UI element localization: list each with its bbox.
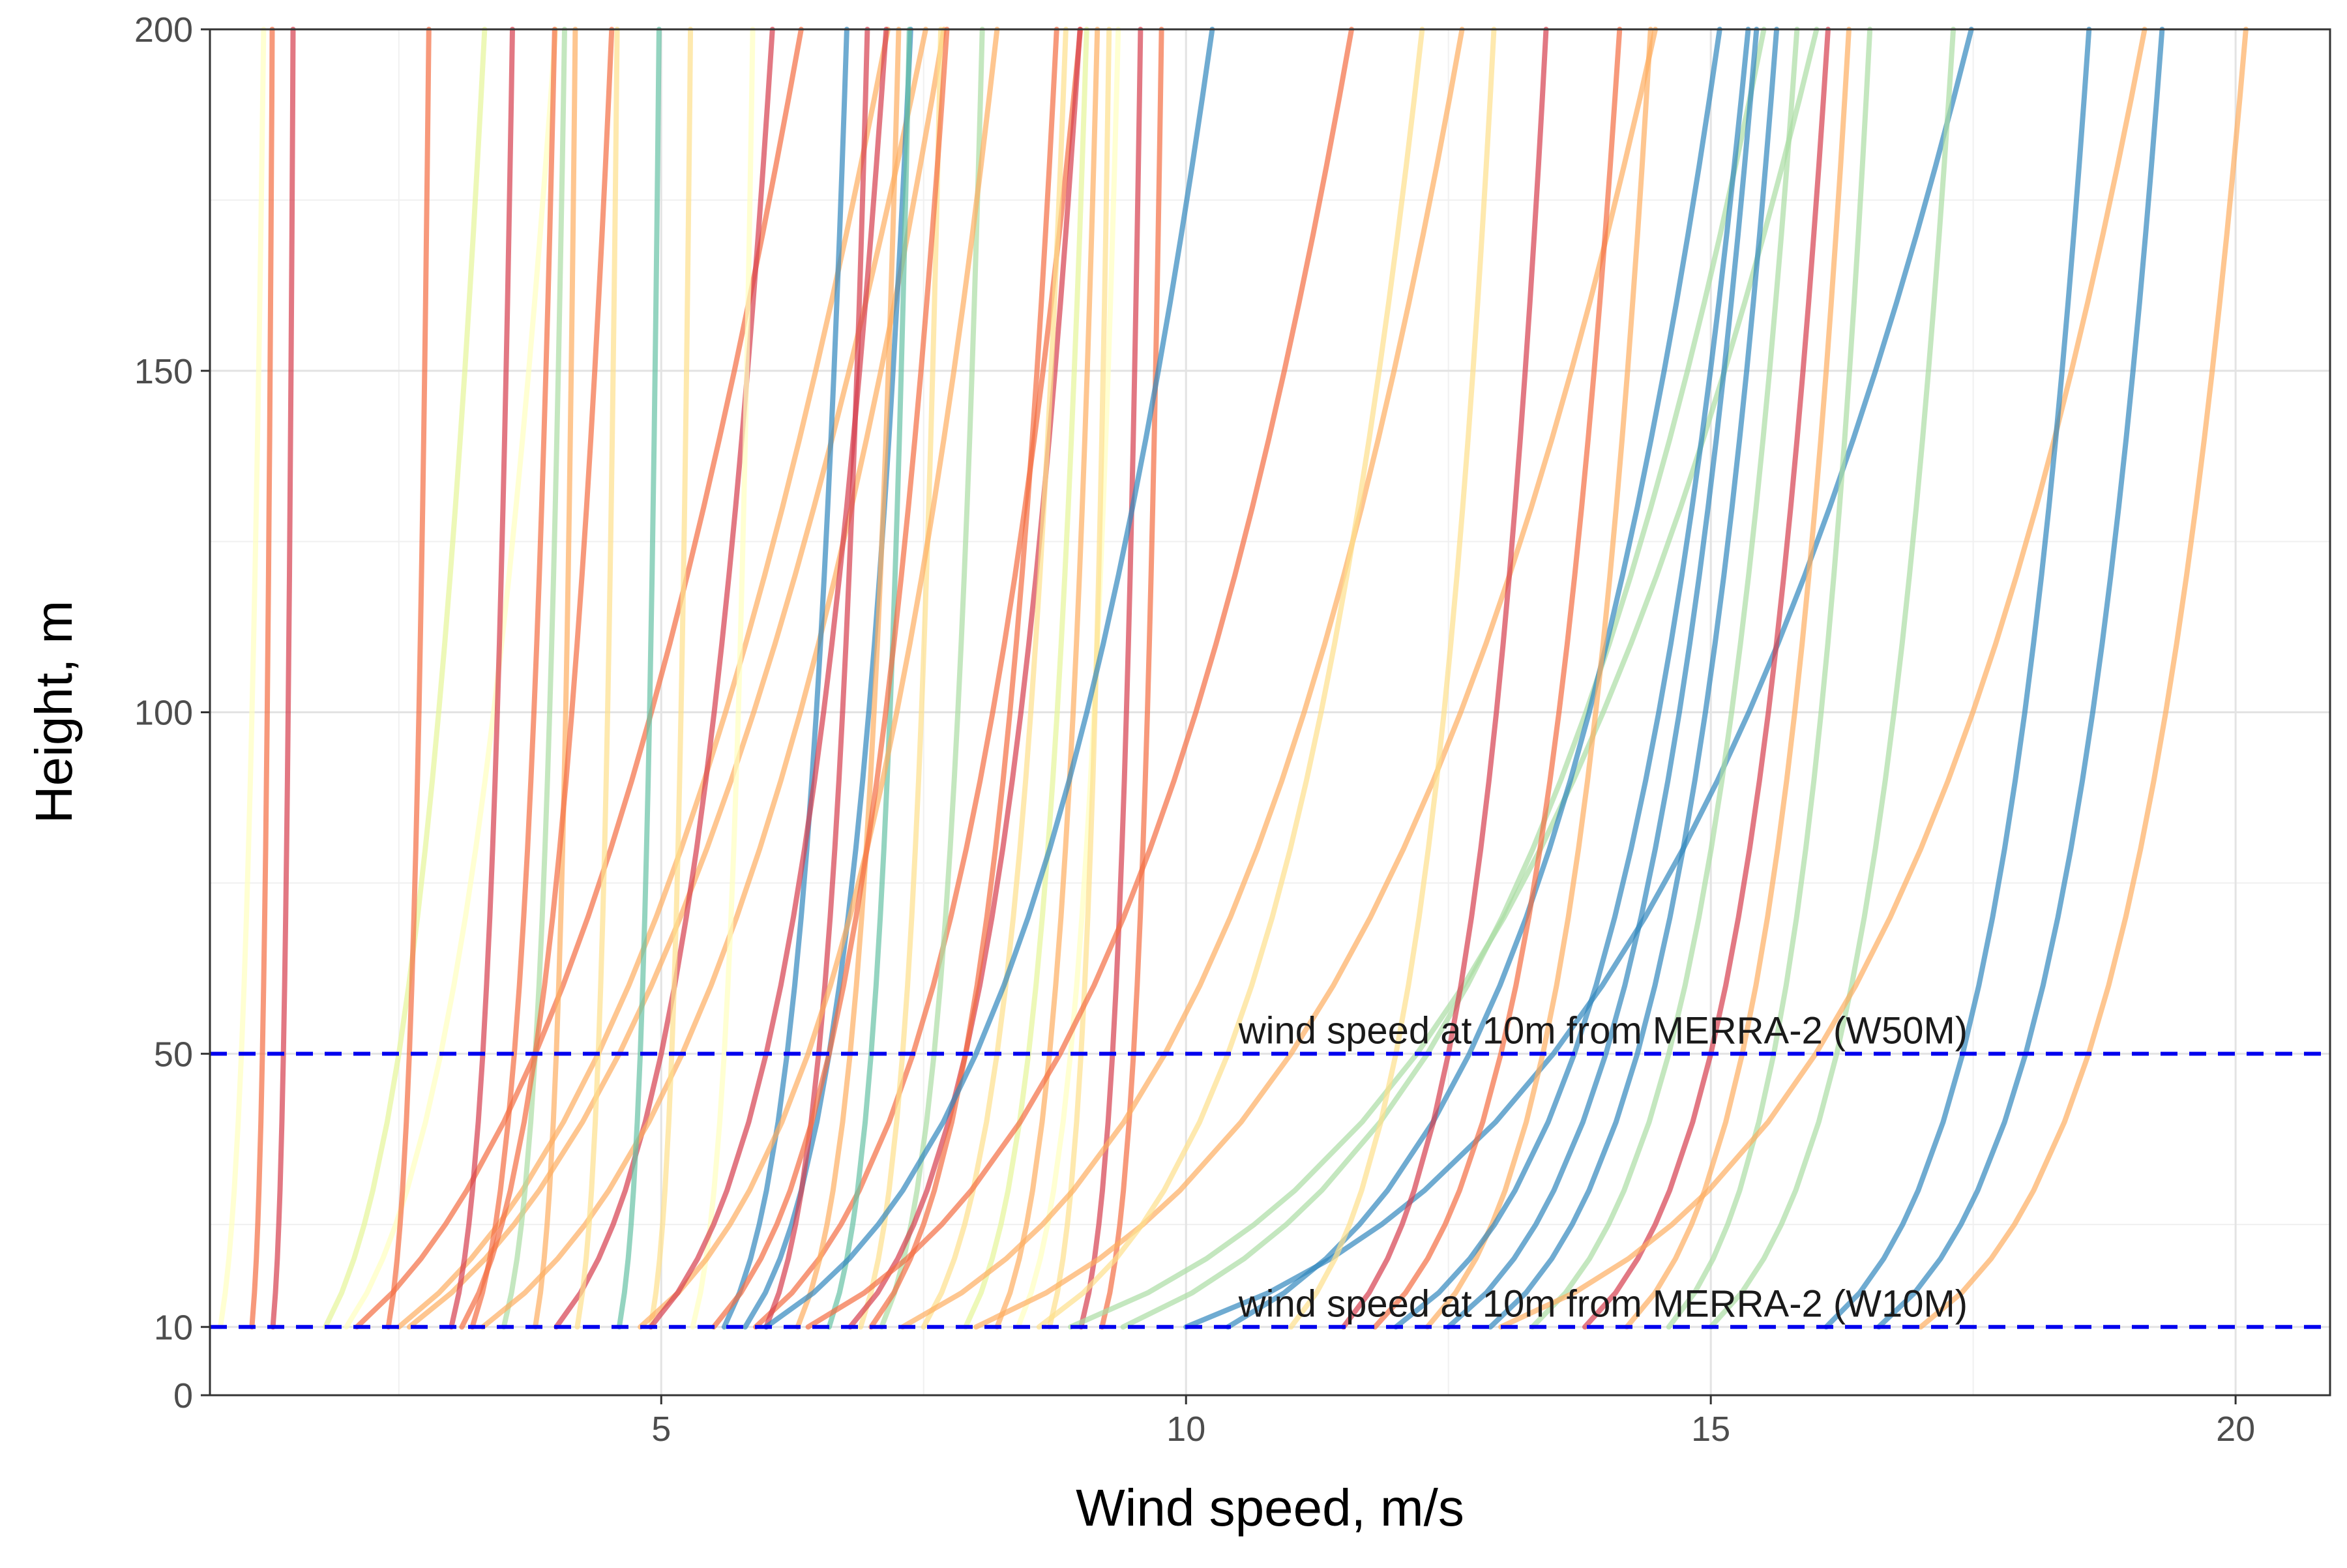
- series-line-p62: [1498, 27, 2148, 1330]
- series-line-p43: [900, 27, 1465, 1330]
- series-line-p18: [616, 27, 662, 1330]
- series-line-p50: [1288, 27, 1497, 1330]
- series-line-p59: [1624, 27, 1852, 1330]
- series-line-p14: [554, 27, 775, 1330]
- y-tick-label: 10: [154, 1308, 193, 1347]
- series-line-p56: [1488, 27, 1780, 1330]
- y-tick-label: 50: [154, 1035, 193, 1074]
- reference-label-50: wind speed at 10m from MERRA-2 (W50M): [1238, 1009, 1968, 1052]
- y-axis-ticks: 0 10 50 100 150 200: [134, 10, 210, 1415]
- series-line-p35: [963, 27, 1089, 1330]
- series-line-p52: [1372, 27, 1623, 1330]
- series-line-p02: [270, 27, 296, 1330]
- series-line-p33: [868, 27, 1059, 1330]
- series-line-p53: [1424, 27, 1653, 1330]
- series-line-p27: [858, 27, 943, 1330]
- x-tick-label: 5: [651, 1410, 671, 1449]
- annotations: wind speed at 10m from MERRA-2 (W50M) win…: [1238, 1009, 1968, 1325]
- x-tick-label: 20: [2216, 1410, 2255, 1449]
- series-line-p54: [1393, 27, 1751, 1330]
- series-line-p08: [406, 27, 928, 1330]
- series-line-p03: [249, 27, 275, 1330]
- series-line-p17: [574, 27, 620, 1330]
- y-tick-label: 100: [134, 694, 193, 733]
- x-tick-label: 15: [1691, 1410, 1730, 1449]
- series-line-p12: [501, 27, 567, 1330]
- series-line-p29: [638, 27, 1000, 1330]
- y-tick-label: 0: [173, 1376, 193, 1415]
- series-line-p61: [1708, 27, 1956, 1330]
- series-line-p58: [1582, 27, 1831, 1330]
- series-line-p19: [648, 27, 694, 1330]
- series-line-p24: [763, 27, 870, 1330]
- series-line-p04: [323, 27, 488, 1330]
- series-line-p13: [533, 27, 578, 1330]
- series-line-p32: [848, 27, 1083, 1330]
- reference-lines: [210, 1052, 2330, 1329]
- series-line-p48: [1225, 27, 1722, 1330]
- series-line-p55: [1445, 27, 1760, 1330]
- series-line-p34: [921, 27, 1069, 1330]
- series-line-p11: [469, 27, 557, 1330]
- series-line-p41: [763, 27, 1215, 1330]
- series-line-p20: [690, 27, 756, 1330]
- y-tick-label: 150: [134, 352, 193, 391]
- series-line-p06: [385, 27, 432, 1330]
- x-tick-label: 10: [1166, 1410, 1205, 1449]
- series-layer: [218, 27, 2249, 1330]
- series-line-p57: [1529, 27, 1800, 1330]
- series-line-p40: [1099, 27, 1164, 1330]
- series-line-p30: [648, 27, 889, 1330]
- series-line-p65: [1918, 27, 2249, 1330]
- series-line-p01: [218, 27, 267, 1330]
- reference-label-10: wind speed at 10m from MERRA-2 (W10M): [1238, 1282, 1968, 1325]
- series-line-p44: [973, 27, 1659, 1330]
- y-tick-label: 200: [134, 10, 193, 50]
- series-line-p38: [1046, 27, 1112, 1330]
- series-line-p45: [1036, 27, 1425, 1330]
- series-line-p21: [721, 27, 849, 1330]
- series-line-p63: [1823, 27, 2092, 1330]
- series-line-p49: [1183, 27, 1974, 1330]
- series-line-p28: [879, 27, 985, 1330]
- y-axis-title: Height, m: [25, 600, 83, 823]
- series-line-p31: [711, 27, 950, 1330]
- series-line-p60: [1666, 27, 1873, 1330]
- x-axis-title: Wind speed, m/s: [1076, 1479, 1464, 1537]
- series-line-p16: [459, 27, 615, 1330]
- series-line-p39: [1078, 27, 1144, 1330]
- series-line-p42: [805, 27, 1355, 1330]
- series-line-p10: [449, 27, 515, 1330]
- series-line-p47: [1120, 27, 1767, 1330]
- series-line-p36: [994, 27, 1100, 1330]
- series-line-p25: [795, 27, 902, 1330]
- series-line-p64: [1876, 27, 2165, 1330]
- series-line-p51: [1340, 27, 1549, 1330]
- x-axis-ticks: 5 10 15 20: [651, 1395, 2255, 1449]
